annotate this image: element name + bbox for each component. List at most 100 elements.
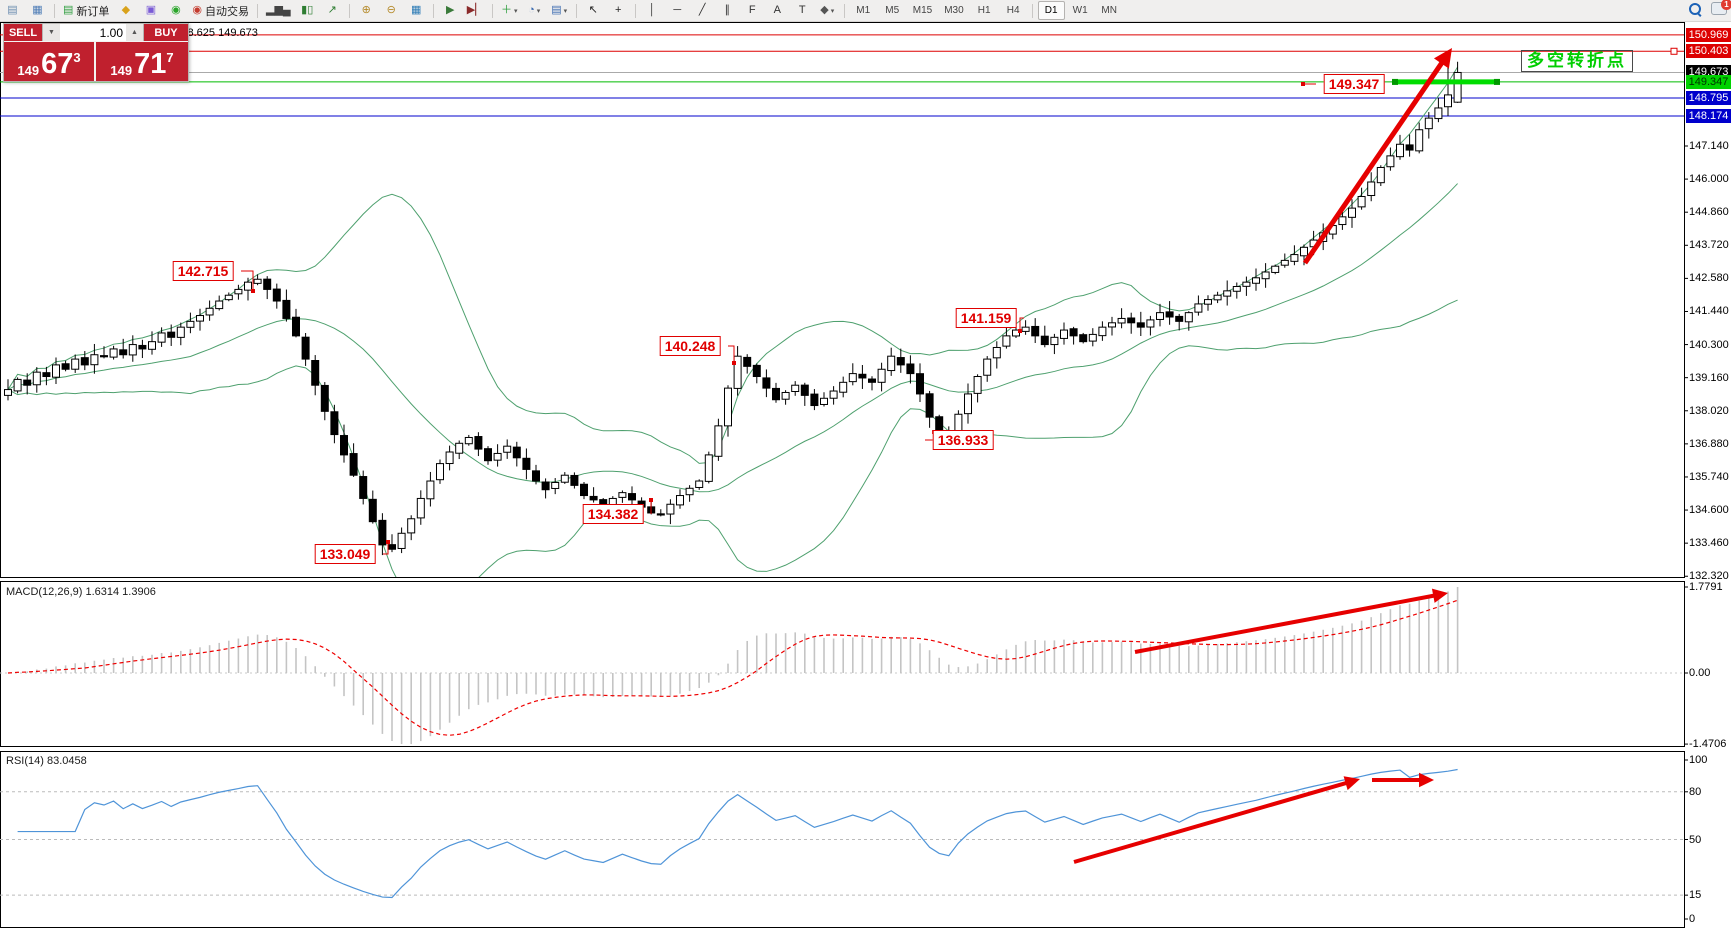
timeframe-w1[interactable]: W1	[1072, 5, 1088, 16]
indicators-icon: ＋	[500, 4, 512, 16]
auto-scroll-icon: ▶	[446, 4, 455, 16]
timeframe-m5[interactable]: M5	[885, 5, 900, 16]
timeframe-mn[interactable]: MN	[1101, 5, 1117, 16]
new-order-button-label: 新订单	[76, 5, 110, 18]
community-icon[interactable]: ▣	[139, 1, 162, 20]
periods-icon: ◔	[528, 4, 535, 16]
arrows-icon[interactable]: ◆ ▾	[816, 1, 839, 20]
tile-windows-icon[interactable]: ▦	[405, 1, 428, 20]
ask-big-figure: 149	[110, 63, 133, 78]
rsi-axis-tick: 50	[1689, 833, 1702, 846]
chart-window-icon[interactable]: ▤	[1, 1, 24, 20]
indicators-button[interactable]: ＋ ▾	[498, 1, 521, 20]
crosshair-icon: +	[615, 4, 622, 16]
y-axis-tick: 134.600	[1689, 504, 1729, 517]
zoom-in-icon[interactable]: ⊕	[355, 1, 378, 20]
new-order-icon: ▤	[63, 4, 74, 16]
chart-shift-icon[interactable]: ▶▏	[464, 1, 487, 20]
y-axis-tick: 138.020	[1689, 404, 1729, 417]
rsi-axis-tick: 80	[1689, 785, 1702, 798]
bar-chart-icon[interactable]: ▂▆▄	[263, 1, 294, 20]
text-label-icon[interactable]: T	[791, 1, 814, 20]
fibonacci-icon[interactable]: F	[741, 1, 764, 20]
arrows-icon: ◆	[820, 4, 829, 16]
trendline-icon: ╱	[698, 4, 706, 16]
templates-icon: ▤	[551, 4, 562, 16]
text-icon: A	[773, 4, 781, 16]
text-icon[interactable]: A	[766, 1, 789, 20]
signals-icon[interactable]: ◉	[164, 1, 187, 20]
price-tag: 150.403	[1686, 44, 1731, 59]
y-axis-tick: 136.880	[1689, 437, 1729, 450]
equidistant-channel-icon[interactable]: ∥	[716, 1, 739, 20]
chart-workspace[interactable]: ▸ GBPJPY, Daily 148.649 150.042 148.625 …	[0, 22, 1731, 945]
profile-preview-icon: ▦	[32, 4, 43, 16]
macd-axis-tick: 1.7791	[1689, 580, 1723, 593]
timeframe-m15[interactable]: M15	[912, 5, 933, 16]
bid-price-panel[interactable]: 149 67 3	[4, 42, 94, 81]
chat-icon[interactable]: 1	[1711, 0, 1731, 15]
new-order-button[interactable]: ▤ 新订单	[60, 1, 112, 20]
candlestick-chart-icon[interactable]: ▮▯	[296, 1, 319, 20]
text-annotation[interactable]: 多空转折点	[1521, 50, 1633, 72]
ask-pips: 71	[134, 48, 167, 80]
price-callout[interactable]: 141.159	[955, 308, 1017, 328]
price-callout[interactable]: 136.933	[932, 430, 994, 450]
price-callout[interactable]: 133.049	[314, 544, 376, 564]
y-axis-tick: 132.320	[1689, 570, 1729, 583]
community-icon: ▣	[145, 4, 157, 16]
timeframe-m30[interactable]: M30	[944, 5, 964, 16]
sell-button[interactable]: SELL	[4, 24, 42, 41]
price-callout[interactable]: 134.382	[582, 504, 644, 524]
volume-stepper: ▼ ▲	[42, 24, 144, 41]
toolbar-separator	[348, 3, 350, 18]
search-icon[interactable]	[1689, 2, 1702, 17]
y-axis-tick: 141.440	[1689, 305, 1729, 318]
ask-price-panel[interactable]: 149 71 7	[96, 42, 188, 81]
rsi-axis-tick: 100	[1689, 754, 1708, 766]
volume-increase-button[interactable]: ▲	[126, 24, 143, 41]
buy-button[interactable]: BUY	[144, 24, 188, 41]
timeframe-h1[interactable]: H1	[977, 5, 991, 16]
rsi-axis-tick: 0	[1689, 913, 1696, 925]
periods-button[interactable]: ◔ ▾	[523, 1, 546, 20]
price-callout[interactable]: 142.715	[172, 261, 234, 281]
zoom-in-icon: ⊕	[361, 4, 371, 16]
vertical-line-icon[interactable]: │	[641, 1, 664, 20]
timeframe-m1[interactable]: M1	[856, 5, 871, 16]
crosshair-icon[interactable]: +	[607, 1, 630, 20]
y-axis-tick: 139.160	[1689, 371, 1729, 384]
horizontal-line-icon: ─	[673, 4, 682, 16]
line-chart-icon[interactable]: ↗	[321, 1, 344, 20]
price-tag: 148.795	[1686, 90, 1731, 105]
templates-button[interactable]: ▤ ▾	[548, 1, 571, 20]
zoom-out-icon[interactable]: ⊖	[380, 1, 403, 20]
cursor-icon: ↖	[588, 4, 598, 16]
price-callout[interactable]: 149.347	[1323, 74, 1385, 94]
market-icon: ◆	[121, 4, 131, 16]
y-axis-tick: 143.720	[1689, 239, 1729, 252]
equidistant-channel-icon: ∥	[724, 4, 730, 16]
y-axis-tick: 144.860	[1689, 206, 1729, 219]
volume-decrease-button[interactable]: ▼	[43, 24, 60, 41]
profile-preview-icon[interactable]: ▦	[26, 1, 49, 20]
price-tag: 148.174	[1686, 108, 1731, 123]
fibonacci-icon: F	[748, 4, 756, 16]
tile-windows-icon: ▦	[411, 4, 422, 16]
text-label-icon: T	[798, 4, 806, 16]
chart-window-icon: ▤	[7, 4, 18, 16]
volume-input[interactable]	[60, 24, 126, 41]
horizontal-line-icon[interactable]: ─	[666, 1, 689, 20]
price-callout[interactable]: 140.248	[659, 336, 721, 356]
market-icon[interactable]: ◆	[114, 1, 137, 20]
trendline-icon[interactable]: ╱	[691, 1, 714, 20]
timeframe-h4[interactable]: H4	[1006, 5, 1020, 16]
auto-scroll-icon[interactable]: ▶	[439, 1, 462, 20]
macd-axis-tick: -1.4706	[1689, 738, 1727, 751]
timeframe-d1[interactable]: D1	[1037, 1, 1065, 20]
toolbar-separator	[54, 3, 55, 18]
cursor-icon[interactable]: ↖	[582, 1, 605, 20]
autotrading-button[interactable]: ◉ 自动交易	[189, 1, 252, 20]
main-toolbar: ▤ ▦ ▤ 新订单 ◆ ▣ ◉ ◉ 自动交易 ▂▆▄ ▮▯ ↗ ⊕ ⊖ ▦ ▶ ▶▏ ＋ ▾ ◔ ▾ ▤ ▾ ↖ + │ ─ ╱ ∥ F A…	[0, 0, 1731, 22]
